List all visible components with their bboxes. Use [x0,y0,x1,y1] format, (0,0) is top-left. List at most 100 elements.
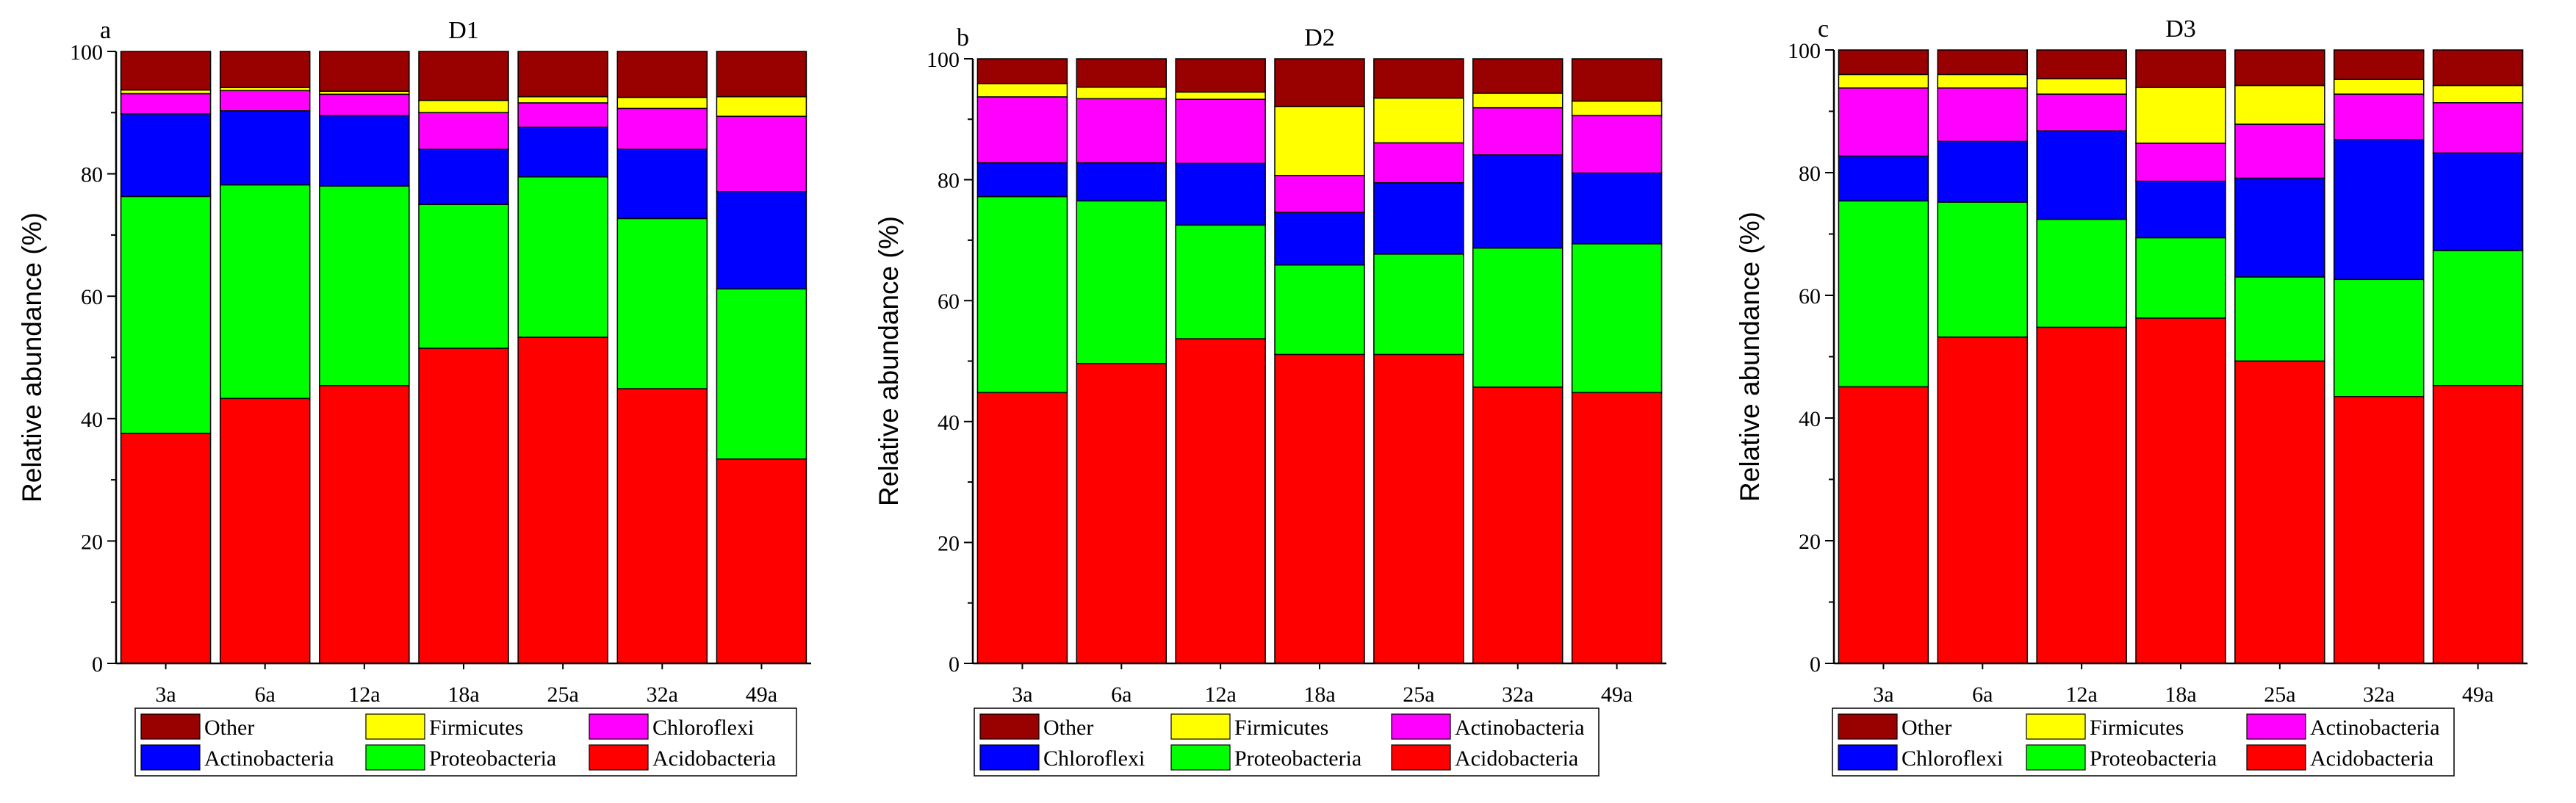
bar-segment-other-49a [1571,58,1663,102]
legend-swatch-chloroflexi [979,744,1040,771]
bar-segment-other-18a [1274,58,1365,107]
legend-label-other: Other [1902,716,1951,740]
x-tick-label: 12a [348,683,380,707]
bar-segment-proteobacteria-6a [1937,201,2029,338]
bar-segment-proteobacteria-18a [1274,264,1365,356]
bar-segment-proteobacteria-3a [120,195,212,434]
legend-swatch-proteobacteria [365,744,425,771]
x-tick-label: 32a [1502,683,1533,707]
bar-segment-chloroflexi-25a [517,102,608,129]
bar-segment-proteobacteria-12a [2036,218,2127,328]
x-tick-label: 3a [1012,683,1032,707]
bar-segment-firmicutes-6a [1076,86,1168,100]
x-tick-label: 3a [155,683,176,707]
legend-swatch-acidobacteria [589,744,649,771]
bar-segment-proteobacteria-32a [2333,278,2425,397]
legend: Other Firmicutes Actinobacteria Chloroflexi… [1832,707,2455,777]
bar-segment-firmicutes-25a [2234,84,2325,125]
bar-segment-actinobacteria-49a [716,191,807,289]
bar-segment-other-6a [1937,49,2029,76]
panel-letter: c [1818,15,1829,43]
x-tick-label: 18a [1303,683,1335,707]
bar-segment-proteobacteria-3a [976,195,1068,394]
y-tick-label: 80 [81,163,103,187]
bar-segment-actinobacteria-25a [1373,142,1464,184]
panel-letter: a [100,17,111,44]
bar-segment-actinobacteria-49a [2432,102,2524,154]
bar-segment-proteobacteria-18a [418,204,509,349]
bar-segment-firmicutes-12a [2036,78,2127,95]
y-tick-label: 0 [949,652,960,677]
x-tick-label: 25a [2264,683,2295,707]
bar-segment-proteobacteria-25a [517,176,608,338]
chart-title: D3 [2165,15,2196,43]
y-tick-label: 100 [927,48,960,72]
bar-segment-acidobacteria-12a [1175,338,1266,664]
bar-segment-acidobacteria-49a [2432,384,2524,664]
legend-swatch-firmicutes [2026,713,2086,740]
bar-segment-firmicutes-12a [1175,91,1266,100]
bar-segment-actinobacteria-18a [2135,143,2226,182]
bar-segment-actinobacteria-49a [1571,115,1663,174]
bar-segment-acidobacteria-32a [1472,386,1564,664]
bar-segment-other-6a [219,51,311,88]
bar-segment-firmicutes-3a [976,82,1068,98]
bar-segment-acidobacteria-6a [1076,363,1168,664]
legend-swatch-acidobacteria [1391,744,1451,771]
bar-segment-acidobacteria-49a [716,458,807,664]
chart-panel-b: b D2 Relative abundance (%) 3a 6a 12a 18a 25a 32… [874,24,1666,777]
legend-label-proteobacteria: Proteobacteria [429,746,556,771]
legend-label-chloroflexi: Chloroflexi [1043,746,1145,771]
legend-swatch-other [1838,713,1898,740]
bar-segment-actinobacteria-3a [1838,87,1929,157]
bar-segment-other-18a [2135,49,2226,88]
bar-segment-chloroflexi-18a [418,112,509,151]
legend-label-firmicutes: Firmicutes [1234,716,1328,740]
bar-segment-firmicutes-18a [418,99,509,114]
y-tick-label: 0 [1810,652,1821,677]
legend-label-proteobacteria: Proteobacteria [2090,746,2217,771]
bar-segment-actinobacteria-3a [120,113,212,198]
x-tick-label: 6a [1111,683,1132,707]
y-tick-label: 0 [92,652,103,677]
bar-segment-acidobacteria-25a [1373,353,1464,664]
bar-segment-firmicutes-32a [2333,79,2425,95]
legend-swatch-other [979,713,1040,740]
bar-segment-actinobacteria-32a [1472,107,1564,156]
bar-segment-actinobacteria-12a [319,115,410,187]
bar-segment-actinobacteria-18a [418,148,509,205]
legend-swatch-actinobacteria [2246,713,2306,740]
bar-segment-acidobacteria-18a [1274,353,1365,664]
bar-segment-chloroflexi-49a [2432,152,2524,251]
legend: Other Firmicutes Actinobacteria Chloroflexi… [974,707,1600,777]
bar-segment-actinobacteria-12a [2036,93,2127,132]
legend-swatch-proteobacteria [2026,744,2086,771]
y-axis-label: Relative abundance (%) [874,216,904,506]
bar-segment-acidobacteria-49a [1571,392,1663,664]
bar-segment-actinobacteria-25a [517,126,608,178]
bar-segment-other-49a [716,51,807,98]
bar-segment-chloroflexi-49a [1571,172,1663,245]
legend-label-chloroflexi: Chloroflexi [1902,746,2003,771]
bar-segment-actinobacteria-32a [616,148,708,220]
bar-segment-other-25a [517,51,608,98]
legend-box [1832,707,2455,777]
legend-swatch-chloroflexi [589,713,649,740]
bar-segment-chloroflexi-18a [1274,212,1365,266]
legend-swatch-firmicutes [365,713,425,740]
bar-segment-acidobacteria-3a [120,433,212,664]
y-tick-label: 60 [81,285,103,309]
bar-segment-proteobacteria-49a [1571,243,1663,394]
y-tick-label: 100 [1788,39,1821,63]
bar-segment-proteobacteria-6a [1076,200,1168,364]
x-tick-label: 49a [746,683,777,707]
y-tick-label: 80 [938,169,960,193]
chart-panel-c: c D3 Relative abundance (%) 3a 6a 12a 18a 25a 32… [1735,15,2528,777]
bar-segment-chloroflexi-18a [2135,180,2226,239]
bar-segment-other-32a [2333,49,2425,80]
bar-segment-acidobacteria-18a [418,348,509,664]
chart-title: D1 [448,17,479,44]
x-tick-label: 12a [2065,683,2097,707]
legend-label-actinobacteria: Actinobacteria [2310,716,2440,740]
bar-segment-actinobacteria-6a [1076,98,1168,164]
